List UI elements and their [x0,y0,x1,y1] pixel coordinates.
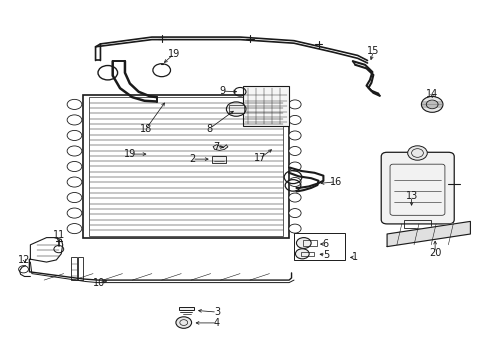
Circle shape [421,96,443,112]
Text: 1: 1 [352,252,358,262]
Circle shape [226,102,246,116]
Polygon shape [213,145,228,150]
Bar [243,86,289,126]
Bar [229,105,244,113]
Text: 18: 18 [140,124,152,134]
Text: 13: 13 [405,191,417,201]
Bar [303,240,317,246]
Text: 17: 17 [253,153,266,163]
Bar [71,257,77,280]
Text: 19: 19 [168,49,180,59]
Ellipse shape [289,100,301,109]
Ellipse shape [289,177,301,186]
Text: 20: 20 [429,248,441,258]
Text: 14: 14 [426,89,439,99]
Ellipse shape [67,115,82,125]
Bar [83,95,289,238]
Text: 19: 19 [123,149,136,159]
Bar [78,257,83,280]
Text: 2: 2 [189,154,195,164]
Text: 3: 3 [214,307,220,317]
Bar [212,156,226,163]
Ellipse shape [289,116,301,125]
Ellipse shape [67,146,82,156]
Circle shape [176,317,192,328]
Ellipse shape [67,193,82,203]
Text: 6: 6 [323,239,329,249]
Circle shape [295,249,309,259]
Bar [301,252,314,256]
Ellipse shape [67,224,82,234]
Bar [89,97,283,236]
Ellipse shape [67,161,82,171]
Ellipse shape [67,99,82,109]
FancyBboxPatch shape [381,152,454,224]
Text: 15: 15 [367,46,380,56]
Ellipse shape [289,208,301,217]
Text: 7: 7 [214,142,220,152]
Ellipse shape [67,130,82,140]
Ellipse shape [289,224,301,233]
Ellipse shape [67,208,82,218]
Ellipse shape [67,177,82,187]
Text: 9: 9 [219,86,225,96]
Ellipse shape [289,147,301,156]
Bar [404,220,431,228]
Circle shape [296,238,311,248]
Ellipse shape [289,131,301,140]
Text: 11: 11 [53,230,65,240]
Text: 8: 8 [207,123,213,134]
Polygon shape [387,221,470,247]
Text: 10: 10 [93,278,105,288]
Text: 4: 4 [214,318,220,328]
Ellipse shape [289,162,301,171]
Circle shape [408,146,427,160]
Ellipse shape [289,193,301,202]
Bar [179,307,194,310]
Text: 16: 16 [330,177,342,187]
Bar [294,233,345,260]
Text: 5: 5 [323,250,329,260]
Text: 12: 12 [18,255,31,265]
